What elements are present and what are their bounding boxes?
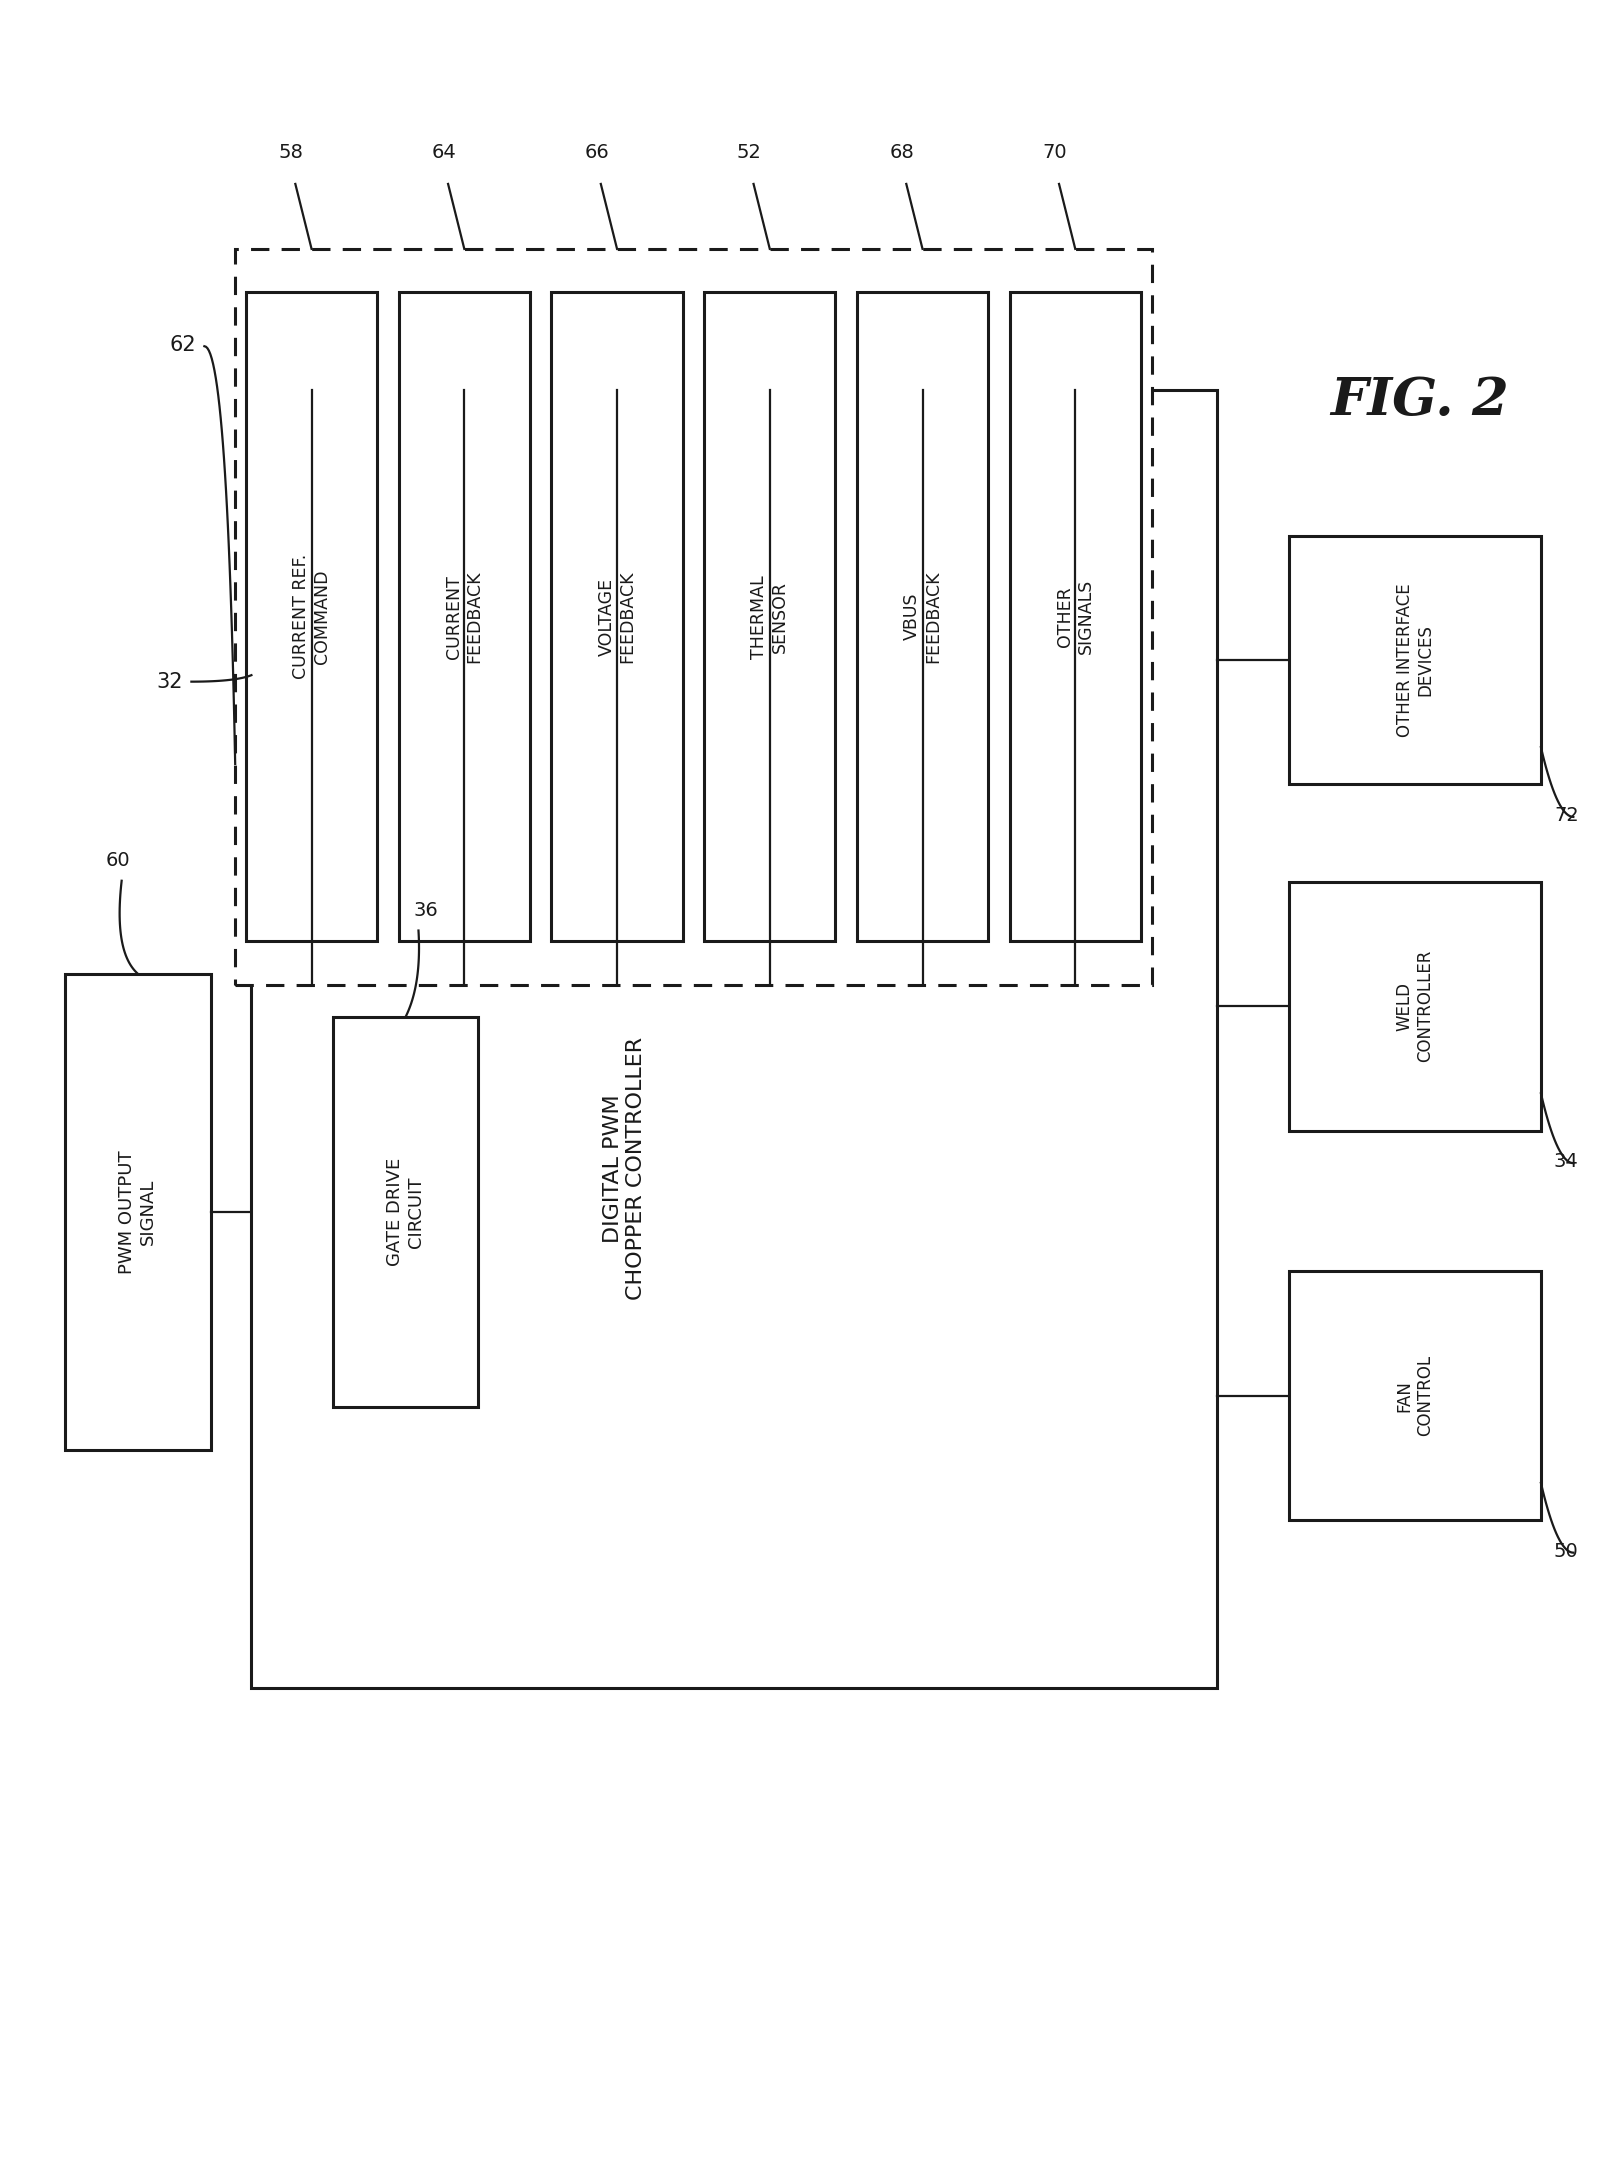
- Bar: [1009, 292, 1140, 941]
- Text: CURRENT
FEEDBACK: CURRENT FEEDBACK: [444, 571, 483, 662]
- Bar: [235, 249, 1152, 985]
- Bar: [856, 292, 988, 941]
- Bar: [1289, 1272, 1541, 1519]
- Text: 34: 34: [1554, 1151, 1578, 1171]
- Text: 52: 52: [736, 143, 762, 162]
- Text: WELD
CONTROLLER: WELD CONTROLLER: [1397, 950, 1434, 1063]
- Text: 58: 58: [279, 143, 303, 162]
- Text: CURRENT REF.
COMMAND: CURRENT REF. COMMAND: [292, 554, 331, 679]
- Text: 64: 64: [431, 143, 456, 162]
- Bar: [333, 1017, 478, 1407]
- Text: FAN
CONTROL: FAN CONTROL: [1397, 1355, 1434, 1437]
- Bar: [251, 390, 1216, 1688]
- Text: VBUS
FEEDBACK: VBUS FEEDBACK: [903, 571, 942, 662]
- Text: 32: 32: [157, 671, 183, 692]
- Bar: [704, 292, 835, 941]
- Text: 66: 66: [584, 143, 608, 162]
- Text: 70: 70: [1043, 143, 1067, 162]
- Bar: [247, 292, 378, 941]
- Bar: [65, 974, 211, 1450]
- Text: THERMAL
SENSOR: THERMAL SENSOR: [751, 576, 790, 658]
- Text: 68: 68: [889, 143, 915, 162]
- Text: 62: 62: [170, 335, 196, 355]
- Text: OTHER INTERFACE
DEVICES: OTHER INTERFACE DEVICES: [1397, 584, 1434, 736]
- Text: PWM OUTPUT
SIGNAL: PWM OUTPUT SIGNAL: [118, 1149, 157, 1275]
- Text: GATE DRIVE
CIRCUIT: GATE DRIVE CIRCUIT: [386, 1158, 425, 1266]
- Text: 72: 72: [1554, 807, 1578, 824]
- Text: 50: 50: [1554, 1541, 1578, 1560]
- Text: FIG. 2: FIG. 2: [1330, 374, 1508, 426]
- Text: 36: 36: [414, 900, 438, 920]
- Bar: [1289, 537, 1541, 786]
- Bar: [399, 292, 530, 941]
- Bar: [551, 292, 683, 941]
- Text: 60: 60: [105, 850, 130, 870]
- Text: DIGITAL PWM
CHOPPER CONTROLLER: DIGITAL PWM CHOPPER CONTROLLER: [603, 1037, 646, 1301]
- Text: VOLTAGE
FEEDBACK: VOLTAGE FEEDBACK: [597, 571, 636, 662]
- Bar: [1289, 883, 1541, 1130]
- Text: OTHER
SIGNALS: OTHER SIGNALS: [1056, 580, 1095, 654]
